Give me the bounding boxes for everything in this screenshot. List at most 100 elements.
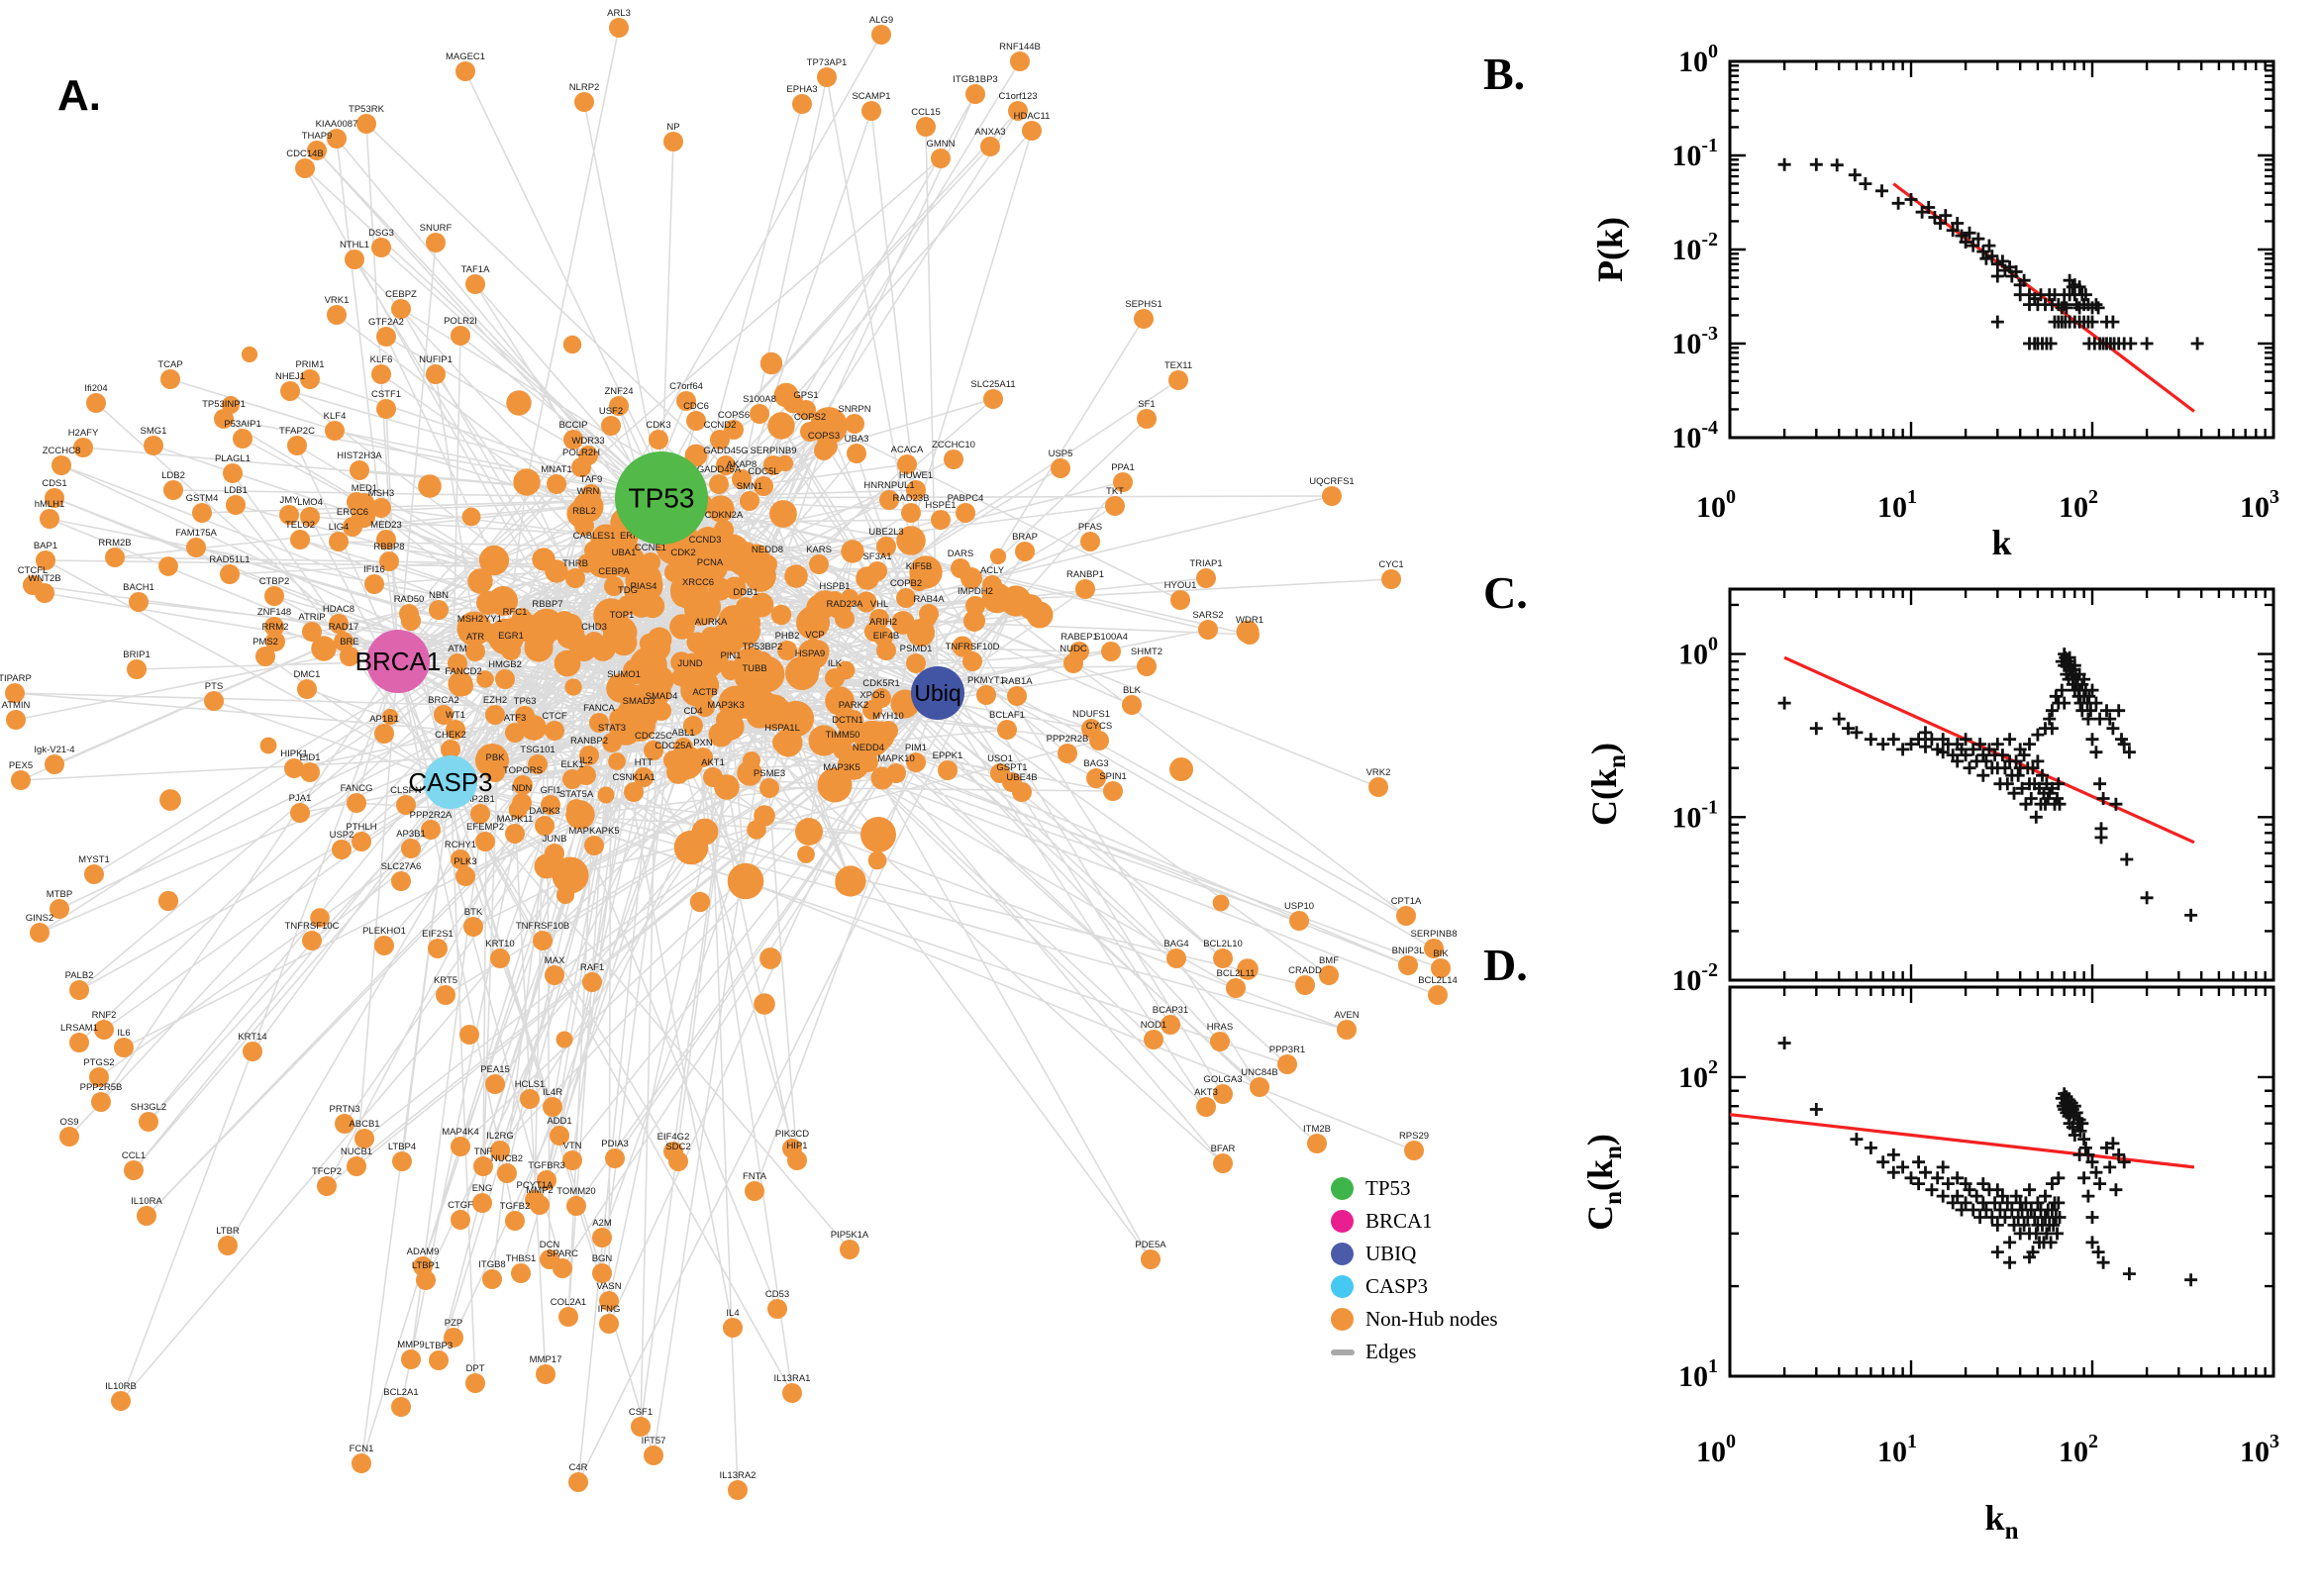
network-node-label: MMP9 bbox=[397, 1340, 424, 1350]
network-node bbox=[532, 548, 556, 571]
network-node bbox=[364, 574, 384, 594]
network-node bbox=[565, 568, 585, 588]
network-node bbox=[545, 965, 564, 985]
network-node bbox=[584, 836, 604, 855]
network-node bbox=[582, 972, 602, 992]
network-node bbox=[976, 685, 996, 705]
network-node-label: POLR2I bbox=[444, 316, 477, 327]
network-node bbox=[716, 455, 736, 475]
network-node bbox=[6, 710, 26, 730]
network-node-label: TAF9 bbox=[580, 474, 603, 485]
network-node bbox=[139, 1112, 158, 1132]
network-node-label: RPS29 bbox=[1399, 1131, 1429, 1142]
network-node-label: ERH bbox=[620, 531, 640, 542]
network-node bbox=[381, 708, 399, 726]
network-node-label: LIG4 bbox=[329, 522, 350, 533]
network-node bbox=[391, 299, 411, 319]
network-node bbox=[556, 885, 575, 905]
network-node bbox=[1144, 1030, 1163, 1049]
network-node bbox=[476, 670, 494, 688]
network-node bbox=[1101, 642, 1121, 661]
network-node bbox=[840, 1240, 859, 1259]
network-node bbox=[608, 752, 626, 770]
network-node-label: RAB4A bbox=[913, 594, 945, 605]
network-node bbox=[800, 422, 820, 442]
network-node-label: SARS2 bbox=[1192, 610, 1223, 621]
network-node bbox=[612, 620, 632, 640]
network-node bbox=[769, 500, 797, 528]
network-node bbox=[753, 651, 772, 671]
network-node bbox=[376, 530, 396, 549]
network-node bbox=[483, 624, 503, 644]
network-node bbox=[597, 786, 615, 804]
network-node-label: AVEN bbox=[1334, 1010, 1359, 1021]
network-node bbox=[50, 899, 69, 919]
network-node-label: JUND bbox=[677, 658, 702, 669]
network-node bbox=[416, 1270, 436, 1290]
network-node-label: IL13RA1 bbox=[774, 1373, 811, 1384]
network-node-label: MTBP bbox=[47, 889, 72, 900]
network-node-label: COPB2 bbox=[890, 578, 922, 589]
network-node bbox=[584, 541, 604, 560]
network-node-label: HSPA1L bbox=[764, 723, 800, 734]
network-node bbox=[983, 389, 1003, 409]
network-node-label: PFAS bbox=[1078, 522, 1102, 533]
network-node bbox=[749, 592, 774, 618]
network-node bbox=[1213, 1084, 1233, 1104]
network-node bbox=[11, 770, 31, 790]
network-node-label: CYC1 bbox=[1378, 559, 1403, 570]
network-node-label: NDUFS1 bbox=[1072, 709, 1110, 720]
edge-swatch-icon bbox=[1331, 1348, 1355, 1355]
network-node-label: TNFRSF10D bbox=[946, 642, 1000, 652]
network-node-label: PHB2 bbox=[775, 631, 800, 642]
network-node-label: COPS6 bbox=[718, 410, 750, 421]
network-node-label: KRT5 bbox=[434, 975, 457, 986]
network-node-label: GADD45A bbox=[697, 464, 742, 475]
network-node-label: CPT1A bbox=[1391, 896, 1422, 907]
network-node-label: RFC1 bbox=[503, 607, 528, 618]
network-node bbox=[644, 741, 663, 760]
network-node bbox=[772, 733, 792, 752]
network-node bbox=[1008, 101, 1028, 121]
network-node-label: RAB1A bbox=[1001, 676, 1033, 687]
network-node bbox=[505, 1211, 525, 1231]
network-node-label: IL2RG bbox=[486, 1131, 513, 1142]
network-node bbox=[332, 840, 352, 859]
tp53-swatch-icon bbox=[1331, 1177, 1354, 1200]
network-node bbox=[290, 803, 310, 823]
network-node-label: PLEKHO1 bbox=[362, 926, 406, 937]
network-node-label: CDK2 bbox=[670, 548, 695, 558]
network-node-label: UBE4B bbox=[1006, 772, 1037, 783]
network-node-label: RAD51L1 bbox=[209, 554, 250, 565]
network-node bbox=[1196, 568, 1216, 588]
network-node bbox=[707, 495, 735, 523]
network-node bbox=[644, 1446, 663, 1465]
network-node bbox=[901, 503, 921, 523]
network-node-label: BCL2L11 bbox=[1217, 968, 1256, 979]
network-node-label: TFAP2C bbox=[279, 426, 315, 437]
network-node-label: SLC25A11 bbox=[970, 379, 1015, 390]
network-node bbox=[356, 114, 376, 134]
network-node bbox=[259, 737, 277, 754]
network-node-label: BAG4 bbox=[1163, 939, 1188, 949]
network-node bbox=[759, 778, 779, 798]
network-node bbox=[473, 1156, 493, 1176]
network-node-label: NHEJ1 bbox=[275, 371, 305, 382]
network-node bbox=[352, 1453, 371, 1473]
network-node-label: PJA1 bbox=[289, 793, 312, 804]
network-node bbox=[891, 611, 915, 635]
network-node bbox=[795, 818, 823, 846]
network-node bbox=[307, 141, 327, 160]
network-node-label: PPP3R1 bbox=[1269, 1045, 1305, 1055]
network-node-label: RAD50 bbox=[394, 594, 425, 605]
network-labeled-nodes bbox=[5, 18, 1451, 1500]
scatter-points bbox=[1777, 648, 2198, 922]
network-node bbox=[111, 1391, 131, 1411]
legend-item-nonhub: Non-Hub nodes bbox=[1331, 1303, 1498, 1336]
network-node bbox=[956, 503, 975, 523]
network-node-label: KIF5B bbox=[906, 561, 932, 572]
network-node-label: USO1 bbox=[987, 753, 1013, 764]
network-node bbox=[624, 782, 644, 802]
network-node-label: BRCA2 bbox=[428, 695, 459, 706]
network-node bbox=[1063, 653, 1083, 673]
